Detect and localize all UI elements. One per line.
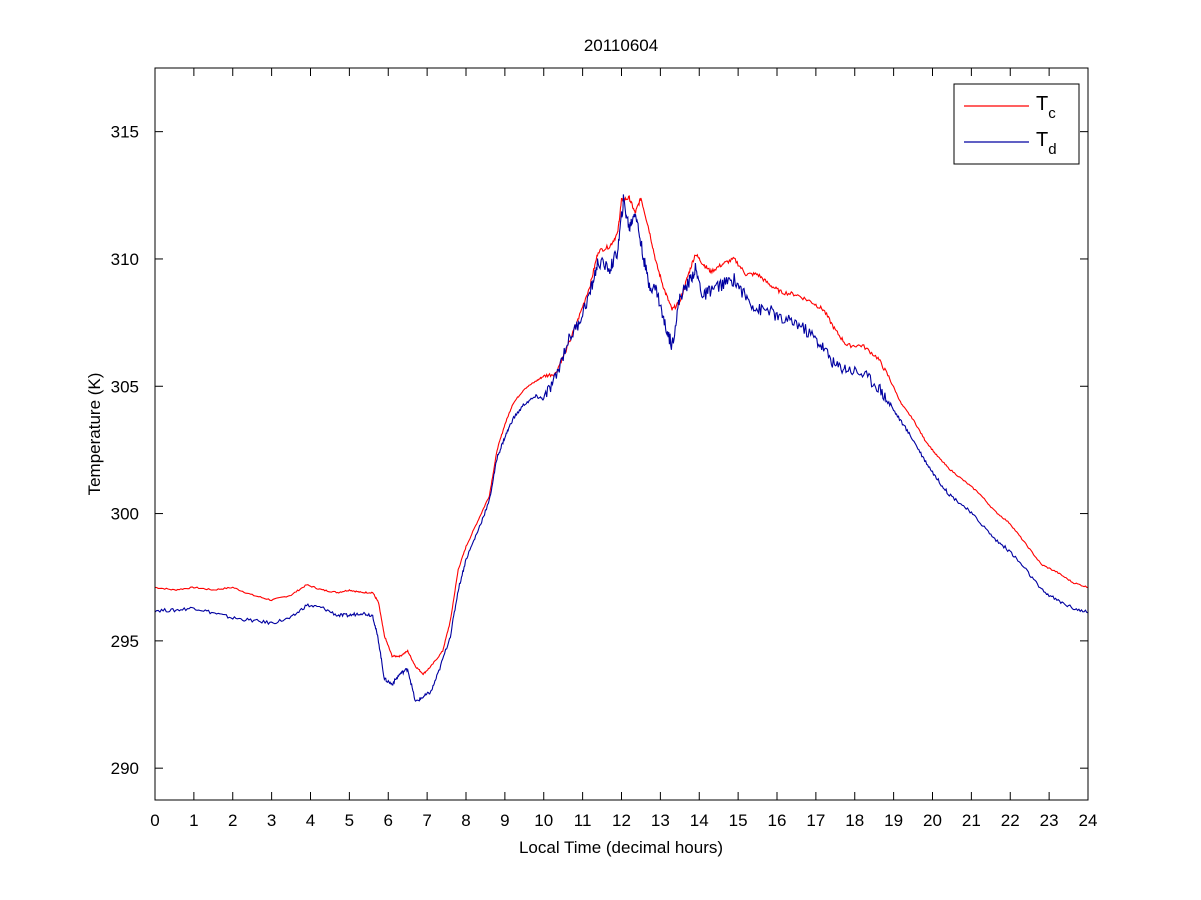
plot-area xyxy=(155,194,1088,702)
x-tick-label: 3 xyxy=(267,811,276,830)
x-tick-label: 5 xyxy=(345,811,354,830)
x-tick-label: 6 xyxy=(384,811,393,830)
x-tick-label: 17 xyxy=(806,811,825,830)
x-axis-label: Local Time (decimal hours) xyxy=(519,838,723,857)
y-axis-label: Temperature (K) xyxy=(85,373,104,496)
x-tick-label: 2 xyxy=(228,811,237,830)
y-tick-label: 310 xyxy=(111,250,139,269)
x-tick-label: 4 xyxy=(306,811,315,830)
series-line-2 xyxy=(155,194,1088,702)
x-tick-label: 11 xyxy=(574,811,592,830)
x-tick-label: 24 xyxy=(1079,811,1098,830)
y-tick-label: 290 xyxy=(111,759,139,778)
x-tick-label: 19 xyxy=(884,811,903,830)
x-tick-label: 1 xyxy=(189,811,198,830)
x-tick-label: 18 xyxy=(845,811,864,830)
x-tick-label: 9 xyxy=(500,811,509,830)
x-tick-label: 20 xyxy=(923,811,942,830)
x-tick-label: 13 xyxy=(651,811,670,830)
legend-box xyxy=(953,83,1080,165)
chart-title: 20110604 xyxy=(584,36,658,55)
x-tick-label: 15 xyxy=(729,811,748,830)
x-tick-label: 16 xyxy=(768,811,787,830)
x-tick-label: 8 xyxy=(461,811,470,830)
x-tick-label: 10 xyxy=(534,811,553,830)
x-tick-label: 12 xyxy=(612,811,631,830)
axes-layer: 0 1 2 3 4 5 6 7 8 9 10 11 12 13 14 15 16 17 18 19 20 21 22 23 24… xyxy=(111,67,1098,830)
x-tick-label: 14 xyxy=(690,811,709,830)
y-tick-label: 295 xyxy=(111,632,139,651)
x-tick-label: 7 xyxy=(422,811,431,830)
x-tick-label: 23 xyxy=(1040,811,1059,830)
x-tick-label: 21 xyxy=(962,811,981,830)
y-tick-label: 315 xyxy=(111,123,139,142)
y-tick-label: 305 xyxy=(111,377,139,396)
y-tick-label: 300 xyxy=(111,505,139,524)
series-line-1 xyxy=(155,195,1088,676)
x-tick-label: 22 xyxy=(1001,811,1020,830)
x-tick-label: 0 xyxy=(150,811,159,830)
series-layer xyxy=(155,194,1088,702)
